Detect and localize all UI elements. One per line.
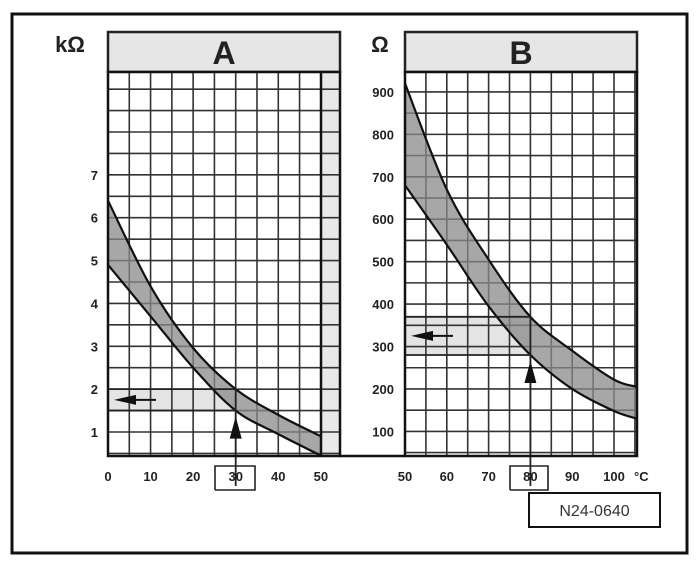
arrow-up-icon [229,416,242,439]
y-tick-label: 800 [372,127,394,142]
panel-header [403,30,639,74]
out-of-range-strip [321,72,340,456]
figure-id-box [528,492,661,528]
curve-lower [404,184,638,420]
y-tick-label: 6 [91,211,98,226]
arrow-left-icon [411,330,433,341]
y-tick-label: 300 [372,340,394,355]
x-tick-label: 50 [314,469,328,484]
y-tick-label: 600 [372,212,394,227]
y-tick-label: 100 [372,424,394,439]
x-tick-label: 60 [440,469,454,484]
x-axis-unit: °C [634,469,649,484]
y-axis-unit: Ω [371,32,389,57]
x-tick-label: 10 [143,469,157,484]
x-tick-label: 80 [523,469,537,484]
x-tick-label: 100 [603,469,625,484]
curve-upper [107,200,322,438]
panel-label: A [212,35,235,71]
y-tick-label: 3 [91,339,98,354]
y-tick-label: 400 [372,297,394,312]
arrow-up-icon [524,361,537,384]
x-tick-label: 30 [228,469,242,484]
x-tick-label: 50 [398,469,412,484]
highlight-bracket [214,465,256,491]
plot-frame [106,70,342,458]
x-tick-label: 40 [271,469,285,484]
plot-frame [403,70,639,458]
x-tick-label: 70 [481,469,495,484]
figure-id: N24-0640 [559,503,629,520]
highlight-bracket [509,465,549,491]
tolerance-band [108,200,321,456]
curve-upper [403,83,638,388]
x-tick-label: 90 [565,469,579,484]
y-tick-label: 7 [91,168,98,183]
outer-frame [10,12,689,555]
y-tick-label: 5 [91,254,98,269]
y-tick-label: 1 [91,425,98,440]
y-tick-label: 900 [372,85,394,100]
x-tick-label: 0 [104,469,111,484]
y-tick-label: 2 [91,382,98,397]
y-axis-unit: kΩ [55,32,85,57]
curve-lower [107,264,322,457]
y-tick-label: 700 [372,170,394,185]
panel-b: B 50 60 70 80 90 100 100 200 300 400 500 600 700 800 90… [371,30,649,491]
y-tick-label: 4 [91,296,99,311]
panel-label: B [509,35,532,71]
arrow-left-icon [114,394,136,405]
y-tick-label: 200 [372,382,394,397]
panel-a: A 0 10 20 30 40 50 1 2 3 4 5 6 7 kΩ [55,30,342,491]
y-tick-label: 500 [372,255,394,270]
x-tick-label: 20 [186,469,200,484]
